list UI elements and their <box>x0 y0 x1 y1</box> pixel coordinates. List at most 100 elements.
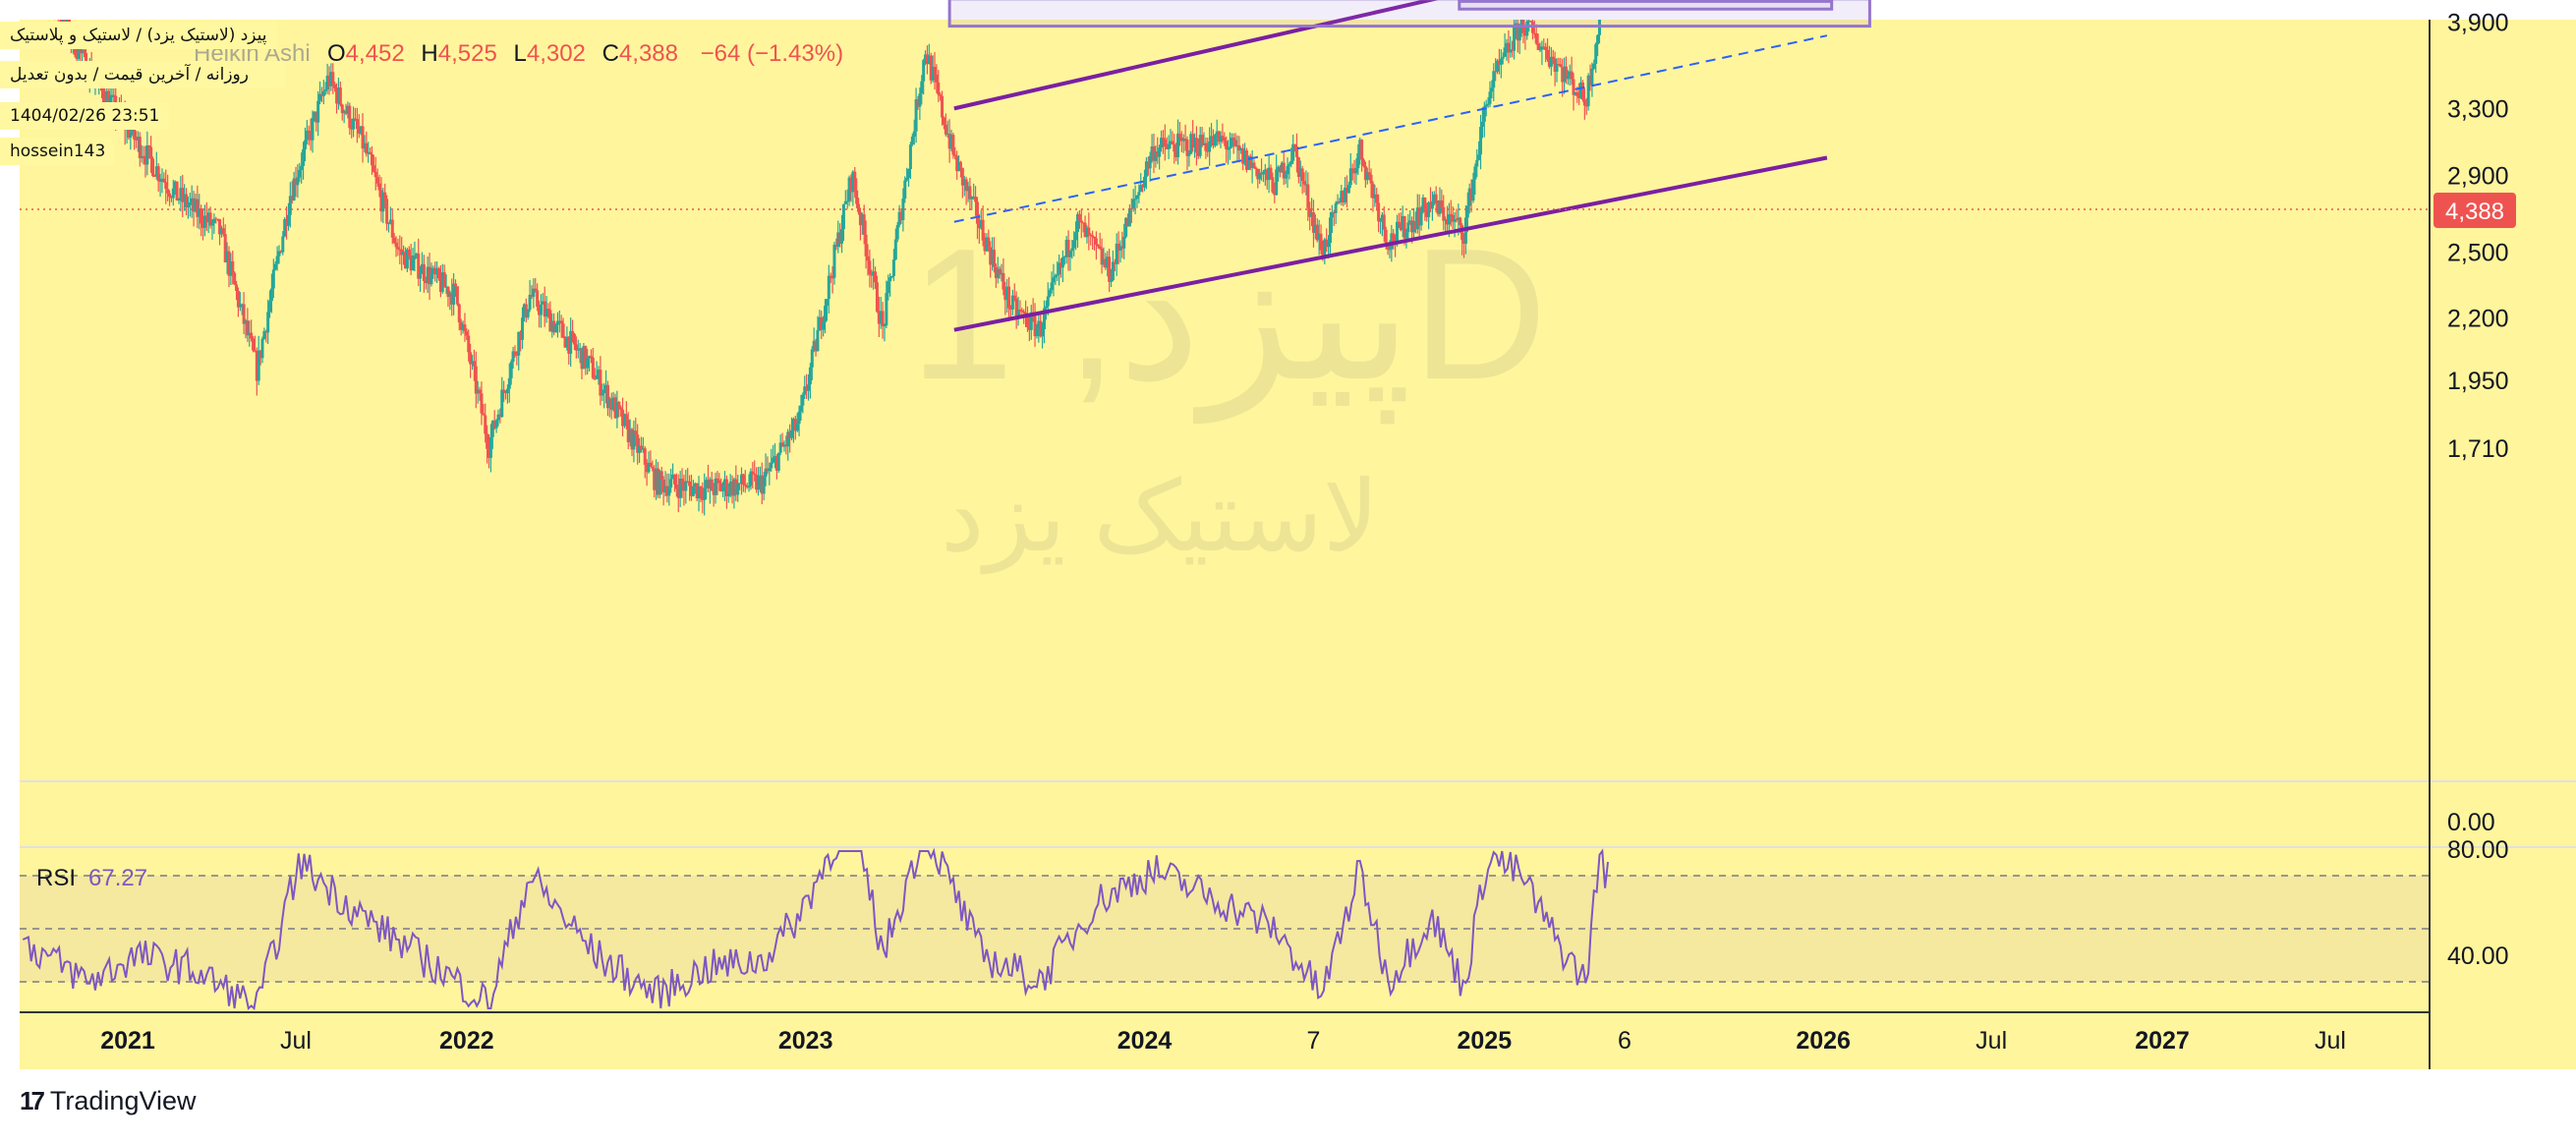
candle-body <box>1081 222 1085 224</box>
channel-mid-line[interactable] <box>953 34 1828 223</box>
candle-body <box>1007 286 1011 309</box>
candle-body <box>1559 64 1563 68</box>
candle-body <box>736 483 740 495</box>
candle-body <box>987 237 991 248</box>
candle-body <box>1141 185 1145 188</box>
candle-body <box>1187 153 1191 156</box>
candle-body <box>864 234 868 257</box>
candle-body <box>190 198 194 202</box>
candle-body <box>1046 296 1050 307</box>
candle-body <box>1050 282 1054 291</box>
channel-upper-line[interactable] <box>953 0 1827 111</box>
candle-body <box>638 445 642 453</box>
drawings-layer[interactable] <box>947 0 1871 332</box>
candle-body <box>546 309 550 311</box>
inner-zone-box[interactable] <box>1458 0 1834 11</box>
candle-body <box>897 211 901 225</box>
time-axis-label: 2021 <box>100 1027 155 1055</box>
candle-body <box>517 331 521 356</box>
candle-body <box>676 488 680 498</box>
resistance-zone-box[interactable] <box>947 0 1871 29</box>
candle-body <box>979 219 983 229</box>
candle-body <box>841 203 845 230</box>
candle-body <box>1091 235 1095 237</box>
rsi-axis[interactable]: 80.00 40.00 <box>2447 836 2509 970</box>
candle-body <box>227 251 231 276</box>
candle-body <box>1586 75 1590 106</box>
candle-body <box>773 456 777 458</box>
candle-body <box>818 316 822 331</box>
candle-body <box>825 299 829 307</box>
candle-body <box>601 392 604 396</box>
candle-body <box>574 344 578 351</box>
candle-body <box>760 475 764 494</box>
candle-body <box>1261 171 1265 175</box>
candle-body <box>1480 121 1484 128</box>
candle-body <box>530 294 534 298</box>
candle-body <box>509 362 513 378</box>
rsi-pane[interactable] <box>20 847 2430 1010</box>
candle-body <box>160 178 164 181</box>
candle-body <box>875 282 879 313</box>
candles-layer <box>53 20 1601 516</box>
candle-body <box>1191 134 1195 148</box>
time-axis[interactable]: 2021 Jul 2022 2023 2024 7 2025 6 2026 Jul 2027 Jul <box>100 1027 2346 1055</box>
candle-body <box>1406 222 1410 233</box>
candle-body <box>288 196 292 215</box>
candle-body <box>1059 262 1062 268</box>
candle-body <box>433 267 437 275</box>
candle-body <box>1102 258 1106 265</box>
candle-body <box>1008 308 1012 310</box>
candle-body <box>858 211 862 226</box>
candle-body <box>1181 139 1185 142</box>
candle-body <box>321 90 325 96</box>
candle-body <box>446 286 450 298</box>
candle-body <box>617 402 621 408</box>
candle-body <box>838 232 842 244</box>
candle-body <box>929 55 933 81</box>
candle-body <box>454 283 458 287</box>
candle-body <box>1457 217 1460 220</box>
candle-body <box>440 272 444 293</box>
candle-body <box>1365 172 1369 181</box>
candle-body <box>801 394 805 406</box>
candle-body <box>1459 217 1462 226</box>
candle-body <box>738 483 742 485</box>
candle-body <box>484 415 487 434</box>
candle-body <box>169 197 173 199</box>
channel-lower-line[interactable] <box>953 155 1828 332</box>
candle-body <box>1584 105 1588 107</box>
candle-body <box>1179 137 1183 142</box>
candle-body <box>1363 165 1367 181</box>
candle-body <box>1360 140 1364 160</box>
candle-body <box>1415 207 1419 230</box>
candle-body <box>1020 310 1024 312</box>
time-axis-label: 2025 <box>1458 1027 1513 1055</box>
candle-body <box>292 178 296 200</box>
candle-body <box>231 260 235 273</box>
candle-body <box>619 407 623 410</box>
candle-body <box>1286 165 1289 175</box>
candle-body <box>303 140 307 150</box>
candle-body <box>147 145 151 147</box>
candle-body <box>624 414 628 421</box>
candle-body <box>298 169 302 178</box>
candle-body <box>593 377 597 379</box>
candle-body <box>1423 197 1427 209</box>
candle-body <box>336 87 340 104</box>
candle-body <box>628 428 632 442</box>
candle-body <box>100 86 104 98</box>
candle-body <box>824 306 828 322</box>
candle-body <box>315 111 318 123</box>
candle-body <box>1479 127 1483 155</box>
price-axis[interactable]: 1,7101,9502,2002,5002,9003,3003,9005,200… <box>2447 0 2509 464</box>
current-price-badge-label: 4,388 <box>2445 199 2504 225</box>
candle-body <box>1014 298 1018 316</box>
candle-body <box>75 54 79 59</box>
tradingview-brand[interactable]: 17 TradingView <box>20 1086 197 1116</box>
plot-area[interactable] <box>20 20 2430 1069</box>
candle-body <box>305 130 309 141</box>
candle-body <box>1100 248 1104 265</box>
candle-body <box>1390 233 1394 250</box>
